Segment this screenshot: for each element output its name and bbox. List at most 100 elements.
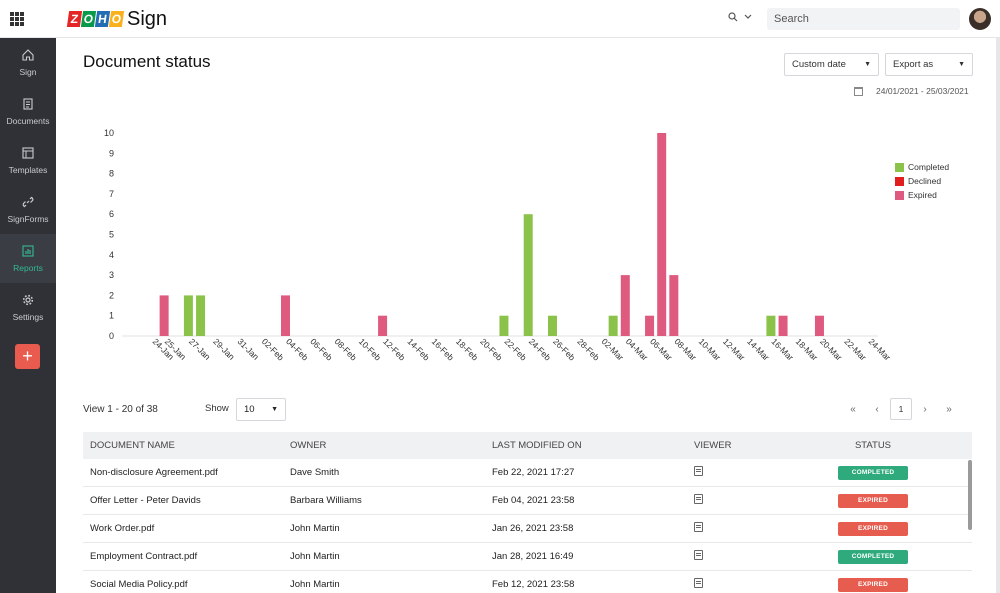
legend-label: Declined bbox=[908, 176, 942, 186]
legend-item-declined[interactable]: Declined bbox=[895, 174, 949, 188]
export-dropdown[interactable]: Export as ▼ bbox=[885, 53, 973, 76]
y-tick-label: 8 bbox=[109, 169, 114, 179]
chart-bar[interactable] bbox=[280, 295, 290, 336]
document-name[interactable]: Work Order.pdf bbox=[90, 523, 155, 534]
column-header: VIEWER bbox=[694, 440, 732, 451]
custom-date-dropdown[interactable]: Custom date ▼ bbox=[784, 53, 879, 76]
owner: John Martin bbox=[290, 551, 340, 562]
sidebar-item-settings[interactable]: Settings bbox=[0, 283, 56, 332]
x-tick-label: 22-Feb bbox=[503, 336, 529, 362]
y-tick-label: 5 bbox=[109, 230, 114, 240]
search-input[interactable] bbox=[767, 8, 960, 30]
chart-bar[interactable] bbox=[499, 315, 509, 336]
first-page-button[interactable]: « bbox=[850, 403, 856, 415]
link-icon bbox=[21, 195, 35, 209]
x-tick-label: 08-Mar bbox=[672, 336, 698, 362]
export-label: Export as bbox=[893, 59, 934, 70]
chart-bar[interactable] bbox=[159, 295, 169, 336]
legend-label: Completed bbox=[908, 162, 950, 172]
document-name[interactable]: Offer Letter - Peter Davids bbox=[90, 495, 201, 506]
viewer-icon[interactable] bbox=[694, 578, 703, 588]
sidebar-item-documents[interactable]: Documents bbox=[0, 87, 56, 136]
table-row[interactable]: Non-disclosure Agreement.pdf Dave Smith Fe… bbox=[83, 459, 972, 487]
column-header[interactable]: STATUS bbox=[854, 440, 892, 451]
sidebar-item-reports[interactable]: Reports bbox=[0, 234, 56, 283]
logo-letter: O bbox=[108, 11, 125, 27]
last-page-button[interactable]: » bbox=[946, 403, 952, 415]
chart-bar[interactable] bbox=[645, 315, 655, 336]
sidebar-item-templates[interactable]: Templates bbox=[0, 136, 56, 185]
legend-item-expired[interactable]: Expired bbox=[895, 188, 949, 202]
viewer-icon[interactable] bbox=[694, 522, 703, 532]
legend-item-completed[interactable]: Completed bbox=[895, 160, 949, 174]
chart-bar[interactable] bbox=[814, 315, 824, 336]
main-content: Document status Custom date ▼ Export as … bbox=[56, 38, 1000, 593]
show-label: Show bbox=[205, 403, 229, 414]
table-row[interactable]: Work Order.pdf John Martin Jan 26, 2021 23… bbox=[83, 515, 972, 543]
status-badge: EXPIRED bbox=[838, 521, 908, 536]
table-scrollbar[interactable] bbox=[968, 460, 972, 530]
chart-bar[interactable] bbox=[378, 315, 388, 336]
avatar[interactable] bbox=[969, 8, 991, 30]
column-header[interactable]: DOCUMENT NAME bbox=[90, 440, 175, 451]
x-tick-label: 14-Feb bbox=[405, 336, 431, 362]
y-tick-label: 7 bbox=[109, 189, 114, 199]
calendar-icon[interactable] bbox=[854, 86, 863, 96]
x-tick-label: 08-Feb bbox=[333, 336, 359, 362]
table-row[interactable]: Offer Letter - Peter Davids Barbara Willi… bbox=[83, 487, 972, 515]
app-grid-icon[interactable] bbox=[10, 12, 24, 26]
document-name[interactable]: Social Media Policy.pdf bbox=[90, 579, 188, 590]
sidebar-item-label: Reports bbox=[13, 263, 43, 273]
status-cell: COMPLETED bbox=[818, 465, 928, 480]
table-row[interactable]: Social Media Policy.pdf John Martin Feb 12… bbox=[83, 571, 972, 593]
viewer-cell bbox=[688, 578, 818, 591]
viewer-icon[interactable] bbox=[694, 466, 703, 476]
sidebar-item-sign[interactable]: Sign bbox=[0, 38, 56, 87]
y-tick-label: 2 bbox=[109, 290, 114, 300]
chart-bar[interactable] bbox=[620, 275, 630, 336]
last-modified: Feb 04, 2021 23:58 bbox=[492, 495, 575, 506]
caret-down-icon: ▼ bbox=[271, 406, 278, 413]
chart-bar[interactable] bbox=[778, 315, 788, 336]
owner: Dave Smith bbox=[290, 467, 340, 478]
legend-label: Expired bbox=[908, 190, 937, 200]
x-tick-label: 04-Feb bbox=[284, 336, 310, 362]
chart-bar[interactable] bbox=[657, 133, 667, 336]
chart-bar[interactable] bbox=[608, 315, 618, 336]
viewer-icon[interactable] bbox=[694, 550, 703, 560]
y-tick-label: 4 bbox=[109, 250, 114, 260]
table-row[interactable]: Employment Contract.pdf John Martin Jan 28… bbox=[83, 543, 972, 571]
page-scrollbar[interactable] bbox=[996, 38, 1000, 593]
document-name[interactable]: Employment Contract.pdf bbox=[90, 551, 198, 562]
chart-bar[interactable] bbox=[547, 315, 557, 336]
zoho-sign-logo[interactable]: Z O H O Sign bbox=[66, 7, 167, 31]
chart-bar[interactable] bbox=[183, 295, 193, 336]
document-name[interactable]: Non-disclosure Agreement.pdf bbox=[90, 467, 218, 478]
y-tick-label: 3 bbox=[109, 270, 114, 280]
chart-bar[interactable] bbox=[669, 275, 679, 336]
prev-page-button[interactable]: ‹ bbox=[875, 403, 879, 415]
chart-bar[interactable] bbox=[523, 214, 533, 336]
status-badge: COMPLETED bbox=[838, 549, 908, 564]
sidebar-item-label: Documents bbox=[6, 116, 50, 126]
search-scope-toggle[interactable] bbox=[728, 12, 752, 22]
column-header[interactable]: OWNER bbox=[290, 440, 327, 451]
caret-down-icon: ▼ bbox=[958, 61, 965, 68]
add-button[interactable]: + bbox=[15, 344, 40, 369]
sidebar-item-signforms[interactable]: SignForms bbox=[0, 185, 56, 234]
next-page-button[interactable]: › bbox=[923, 403, 927, 415]
chart-bar[interactable] bbox=[766, 315, 776, 336]
current-page[interactable]: 1 bbox=[890, 398, 912, 420]
column-header[interactable]: LAST MODIFIED ON bbox=[492, 440, 582, 451]
status-badge: EXPIRED bbox=[838, 493, 908, 508]
sidebar-item-label: Sign bbox=[19, 67, 37, 77]
x-tick-label: 24-Feb bbox=[527, 336, 553, 362]
last-modified: Feb 12, 2021 23:58 bbox=[492, 579, 575, 590]
logo-letter: H bbox=[94, 11, 111, 27]
page-size-select[interactable]: 10 ▼ bbox=[236, 398, 286, 421]
viewer-icon[interactable] bbox=[694, 494, 703, 504]
owner: John Martin bbox=[290, 579, 340, 590]
pagination: « ‹ 1 › » bbox=[841, 398, 961, 420]
reports-icon bbox=[21, 244, 35, 258]
chart-bar[interactable] bbox=[196, 295, 206, 336]
